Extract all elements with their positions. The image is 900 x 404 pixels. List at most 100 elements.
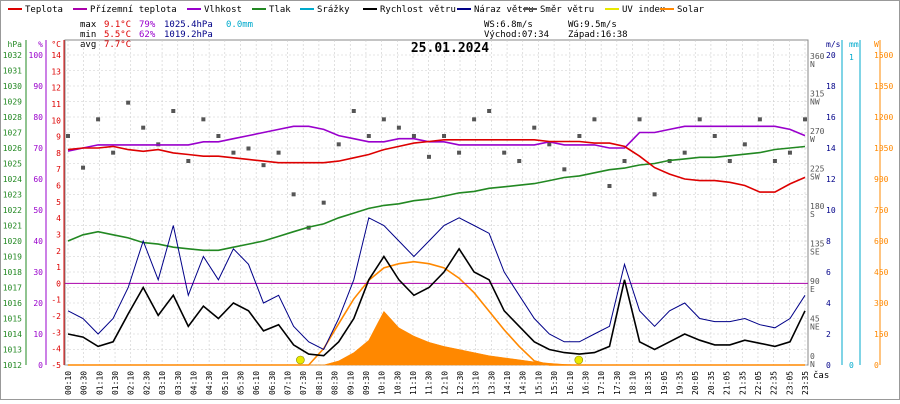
wind-gust-line [67, 217, 806, 351]
axis-hpa-tick: 1024 [3, 175, 22, 184]
stat-max-press: 1025.4hPa [164, 20, 213, 30]
x-tick-label: 19:05 [660, 371, 669, 395]
axis-hpa-tick: 1031 [3, 67, 22, 76]
axis-c-tick: 0 [56, 279, 61, 288]
wind-direction-point [547, 142, 552, 147]
axis-w-tick: 150 [874, 330, 889, 339]
stat-max-hum: 79% [139, 20, 156, 30]
axis-w-tick: 1350 [874, 82, 893, 91]
x-tick-label: 22:05 [754, 371, 763, 395]
wind-direction-point [216, 134, 221, 138]
axis-pct-tick: 30 [33, 268, 43, 277]
x-tick-label: 16:10 [566, 371, 575, 395]
stat-min-label: min [80, 30, 96, 40]
x-tick-label: 21:35 [738, 371, 747, 395]
wind-direction-point [562, 167, 567, 172]
axis-c-tick: 1 [56, 263, 61, 272]
axis-ms-tick: 2 [826, 330, 831, 339]
legend-label-8: UV index [622, 5, 666, 15]
x-tick-label: 09:30 [362, 371, 371, 395]
x-tick-label: 20:35 [707, 371, 716, 395]
x-tick-label: 18:10 [629, 371, 638, 395]
axis-c-tick: 3 [56, 230, 61, 239]
uv-marker [296, 355, 305, 365]
x-tick-label: 11:10 [409, 371, 418, 395]
wind-direction-point [727, 159, 732, 163]
axis-pct-tick: 90 [33, 82, 43, 91]
axis-hpa-tick: 1026 [3, 144, 22, 153]
wind-direction-point [712, 134, 717, 138]
axis-hpa-tick: 1017 [3, 284, 22, 293]
x-tick-label: 10:10 [378, 371, 387, 395]
wind-direction-point [757, 117, 762, 122]
wind-direction-point [381, 117, 386, 122]
axis-mm-tick: 0 [849, 361, 854, 370]
wind-direction-point [517, 159, 522, 163]
stat-sunrise: Východ:07:34 [484, 30, 549, 40]
axis-pct-tick: 70 [33, 144, 43, 153]
legend-label-6: Náraz větru [474, 5, 534, 15]
x-tick-label: 11:30 [425, 371, 434, 395]
axis-hpa-tick: 1016 [3, 299, 22, 308]
axis-dir-tick: NE [810, 323, 820, 332]
x-tick-label: 00:10 [64, 371, 73, 395]
legend: Teplota Přízemní teplota Vlhkost Tlak Srážky… [8, 5, 705, 15]
x-tick-label: 22:35 [770, 371, 779, 395]
axis-ms-tick: 8 [826, 237, 831, 246]
axis-c-tick: 11 [51, 100, 61, 109]
axis-c-tick: 12 [51, 84, 61, 93]
stat-max-label: max [80, 20, 97, 30]
wind-direction-point [96, 117, 101, 122]
wind-direction-point [231, 150, 236, 155]
x-tick-label: 16:30 [581, 371, 590, 395]
legend-label-3: Tlak [269, 5, 291, 15]
wind-direction-point [201, 117, 206, 122]
legend-label-2: Vlhkost [204, 5, 242, 15]
axis-c-label: °C [51, 40, 61, 49]
axis-c-tick: 10 [51, 116, 61, 125]
axis-pct-tick: 50 [33, 206, 43, 215]
wind-direction-point [502, 150, 507, 155]
legend-label-4: Srážky [317, 5, 350, 15]
x-tick-label: 02:30 [142, 371, 151, 395]
axis-w-label: W [874, 40, 879, 49]
humidity-line [67, 125, 806, 152]
axis-pct-label: % [38, 40, 43, 49]
axis-dir-tick: S [810, 210, 815, 219]
axis-pct-tick: 60 [33, 175, 43, 184]
wind-direction-point [186, 159, 191, 163]
axis-dir-tick: SW [810, 173, 820, 182]
axis-dir-tick: NW [810, 98, 820, 107]
axis-c-tick: 6 [56, 182, 61, 191]
x-axis-ticks: 00:10 00:30 01:10 01:30 02:10 02:30 03:10 03:30… [64, 371, 810, 395]
axis-ms-tick: 4 [826, 299, 831, 308]
wind-direction-point [457, 150, 462, 155]
axis-c-tick: -5 [51, 361, 61, 370]
axis-hpa-tick: 1013 [3, 346, 22, 355]
axis-pct-tick: 10 [33, 330, 43, 339]
axis-c-tick: 7 [56, 165, 61, 174]
x-tick-label: 13:30 [487, 371, 496, 395]
axis-hpa-label: hPa [8, 40, 23, 49]
axis-c-tick: -3 [51, 328, 61, 337]
axis-dir-tick: 225 [810, 165, 825, 174]
stats-block: max 9.1°C 79% 1025.4hPa 0.0mm min 5.5°C … [80, 20, 628, 50]
axis-w-tick: 300 [874, 299, 889, 308]
chart-title: 25.01.2024 [411, 41, 489, 56]
stat-max-temp: 9.1°C [104, 20, 131, 30]
axis-w-tick: 750 [874, 206, 889, 215]
axis-dir-tick: 180 [810, 202, 825, 211]
x-tick-label: 19:35 [676, 371, 685, 395]
axis-ms-tick: 16 [826, 113, 836, 122]
axis-pct-tick: 0 [38, 361, 43, 370]
x-tick-label: 23:05 [785, 371, 794, 395]
x-tick-label: 08:30 [331, 371, 340, 395]
wind-direction-point [246, 146, 251, 151]
wind-direction-point [487, 109, 492, 113]
x-tick-label: 15:30 [550, 371, 559, 395]
x-tick-label: 05:10 [221, 371, 230, 395]
stat-max-rain: 0.0mm [226, 20, 253, 30]
x-tick-label: 13:10 [472, 371, 481, 395]
x-tick-label: 01:10 [95, 371, 104, 395]
pressure-line [67, 145, 806, 252]
